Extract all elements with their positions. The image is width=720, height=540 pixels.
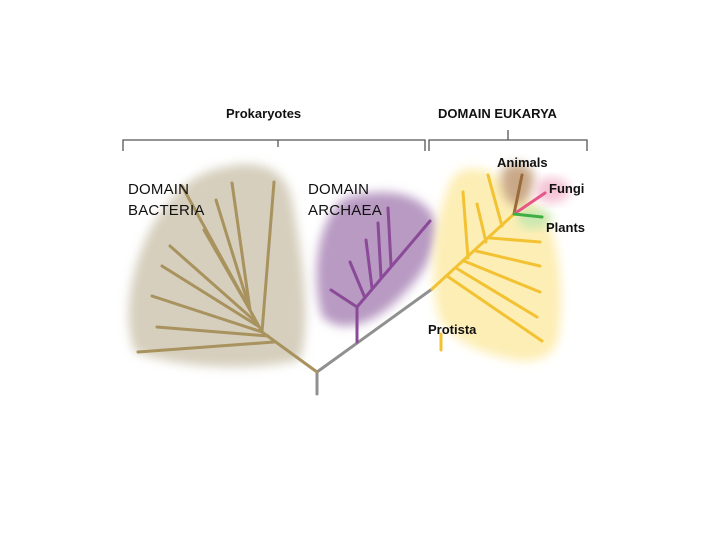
fungi-label: Fungi [549, 181, 585, 196]
plants-region [517, 208, 552, 229]
eukarya-bracket [428, 130, 588, 151]
eukarya-branches [430, 173, 544, 352]
archaea-label: DOMAIN ARCHAEA [308, 179, 382, 221]
eukarya-label: DOMAIN EUKARYA [438, 106, 557, 121]
kingdom-branches [512, 173, 547, 219]
archaea-label-line1: DOMAIN [308, 181, 370, 198]
archaea-label-line2: ARCHAEA [308, 202, 382, 219]
archaea-branches [329, 206, 432, 344]
prokaryotes-bracket [122, 139, 426, 151]
fungi-branch [512, 191, 547, 216]
bacteria-branches [136, 180, 276, 354]
plants-branch [512, 212, 544, 219]
bacteria-label-line2: BACTERIA [128, 202, 205, 219]
bacteria-label: DOMAIN BACTERIA [128, 179, 205, 221]
prokaryotes-label: Prokaryotes [226, 106, 302, 121]
protista-label: Protista [428, 322, 477, 337]
fungi-region [535, 177, 570, 204]
animals-region [501, 163, 535, 206]
plants-label: Plants [546, 220, 586, 235]
animals-label: Animals [497, 155, 548, 170]
bacteria-label-line1: DOMAIN [128, 181, 190, 198]
bacteria-region [128, 164, 306, 367]
archaea-region [316, 192, 437, 326]
trunk-branches [260, 287, 434, 396]
animals-branch [512, 173, 524, 216]
